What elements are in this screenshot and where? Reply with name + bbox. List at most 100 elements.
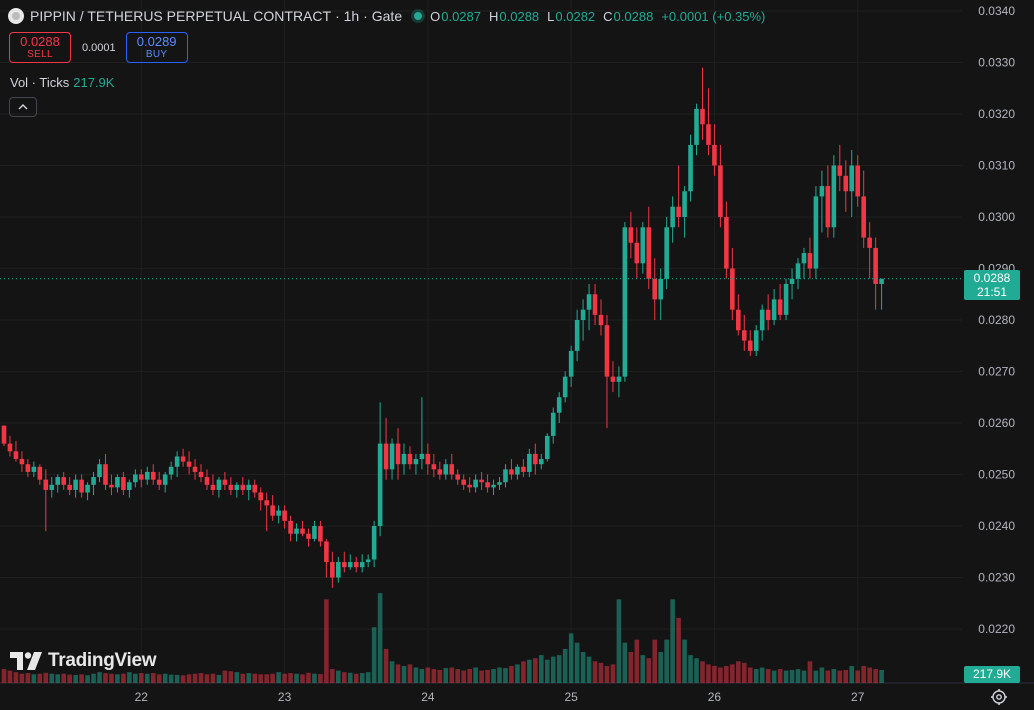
candle-body [210,484,216,490]
volume-bar [586,656,592,683]
volume-bar [258,674,264,683]
candle-body [252,484,258,493]
price-tick-label: 0.0250 [978,468,1015,482]
price-axis[interactable]: 0.03400.03300.03200.03100.03000.02900.02… [978,4,1015,636]
price-tick-label: 0.0280 [978,313,1015,327]
interval-label[interactable]: · 1h · [335,8,368,24]
volume-bar [198,673,204,683]
candle-body [198,471,204,478]
volume-bar [437,669,443,683]
volume-bar [467,669,472,683]
candle-body [37,466,43,480]
volume-bar [413,667,419,683]
candle-body [318,526,323,542]
candle-body [222,479,228,485]
time-axis[interactable]: 22 23 24 25 26 27 [135,690,865,704]
volume-bar [324,599,329,683]
volume-bar [789,669,795,683]
volume-bar [91,673,96,683]
volume-bar [712,665,717,683]
volume-bar [509,665,514,683]
candle-body [539,459,544,465]
volume-bar [449,667,455,683]
candle-body [509,469,514,475]
volume-bar [682,639,687,683]
candle-body [246,484,252,490]
volume-bar [747,667,753,683]
candle-body [240,484,246,490]
candle-body [7,443,13,452]
volume-bar [831,669,837,683]
volume-bar [527,659,532,683]
volume-bar [622,642,628,683]
candle-body [670,206,675,228]
volume-bar [19,673,25,683]
volume-bar [592,661,598,683]
candle-body [336,562,341,578]
volume-bar [533,658,538,683]
candle-body [879,278,884,284]
candle-body [473,479,478,488]
volume-bar [156,674,162,683]
time-tick-label: 27 [851,690,865,704]
candle-body [85,484,90,493]
candle-body [156,479,162,485]
trade-panel: 0.0288 SELL 0.0001 0.0289 BUY [9,32,188,63]
volume-bar [103,673,108,683]
candle-body [616,376,622,382]
volume-bar [700,661,705,683]
volume-bar [544,659,550,683]
volume-bar [580,652,586,683]
candle-body [192,466,198,472]
volume-legend[interactable]: Vol · Ticks 217.9K [10,75,114,90]
time-tick-label: 26 [708,690,722,704]
volume-bar [395,664,401,683]
volume-bar [276,672,281,683]
candle-body [867,237,872,248]
candle-body [795,263,801,279]
candle-body [294,528,299,534]
candle-body [395,443,401,465]
candle-body [127,482,132,490]
candle-body [341,562,347,568]
volume-bar [288,673,293,683]
candle-body [610,376,616,382]
symbol-title[interactable]: PIPPIN / TETHERUS PERPETUAL CONTRACT [30,8,332,24]
volume-bar [389,661,395,683]
volume-bar [204,674,210,683]
volume-bar [873,669,878,683]
high-value: 0.0288 [499,8,540,24]
candle-body [592,294,598,315]
price-tick-label: 0.0320 [978,107,1015,121]
volume-bar [688,655,693,683]
candle-body [485,482,490,488]
candle-body [515,466,520,475]
candle-body [389,443,395,470]
volume-bar [753,669,759,683]
volume-bar [706,664,711,683]
time-tick-label: 24 [421,690,435,704]
volume-bar [407,664,413,683]
chevron-up-icon [18,104,28,110]
volume-bar [443,668,449,683]
gear-icon[interactable] [990,688,1008,706]
candle-body [556,397,562,413]
price-tick-label: 0.0340 [978,4,1015,18]
candle-body [324,541,329,563]
buy-button[interactable]: 0.0289 BUY [125,32,188,63]
volume-bar [162,673,168,683]
volume-bar [341,672,347,683]
candle-body [425,453,431,465]
sell-button[interactable]: 0.0288 SELL [9,32,71,63]
volume-bar [568,633,574,683]
tradingview-watermark[interactable]: TradingView [10,650,157,672]
collapse-legend-button[interactable] [9,97,37,117]
candle-body [586,294,592,310]
volume-bar [855,670,861,683]
candle-body [765,309,771,320]
candle-body [73,479,78,490]
volume-bar [556,655,562,683]
open-key: O [430,8,441,24]
